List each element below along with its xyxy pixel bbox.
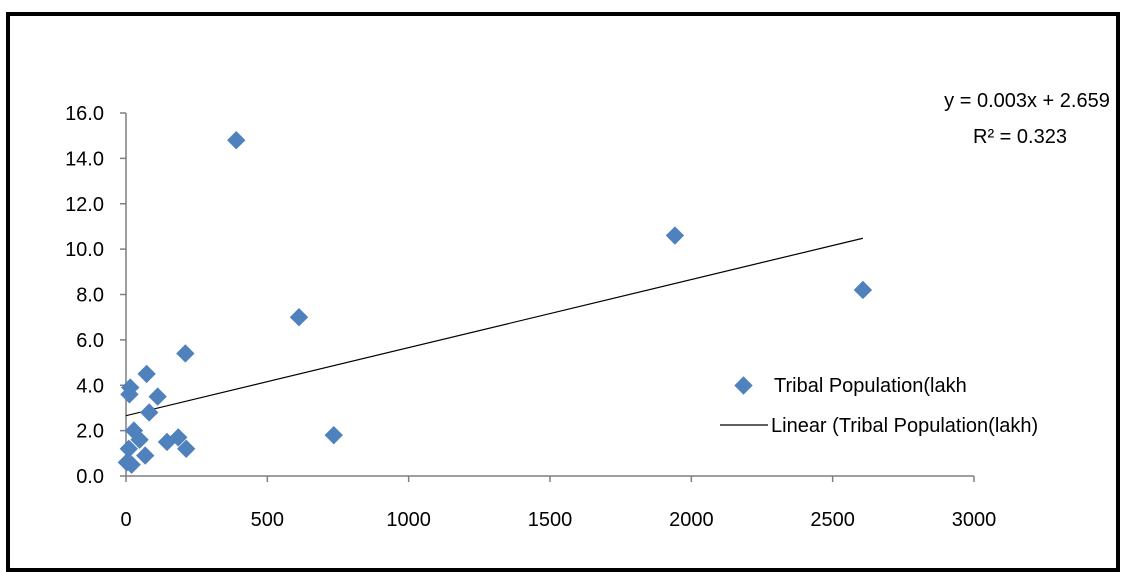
data-point: [136, 446, 155, 465]
data-point: [137, 364, 156, 384]
y-tick-label: 10.0: [65, 239, 104, 261]
y-ticks: 0.0 2.0 4.0 6.0 8.0 10.0 12.0 14.0 16.0: [65, 103, 126, 488]
y-tick-label: 0.0: [76, 466, 104, 488]
x-tick-label: 3000: [952, 509, 997, 531]
legend-label-series: Tribal Population(lakh: [774, 375, 967, 397]
data-points: [117, 131, 873, 474]
data-point: [227, 131, 246, 150]
legend-marker-series: [734, 376, 753, 395]
y-tick-label: 16.0: [65, 103, 104, 125]
x-tick-label: 1000: [386, 509, 431, 531]
data-point: [324, 425, 343, 445]
data-point: [665, 226, 685, 245]
data-point: [148, 387, 167, 406]
x-tick-label: 1500: [528, 509, 573, 531]
data-point: [177, 439, 196, 458]
data-point: [169, 428, 188, 447]
x-tick-label: 2000: [669, 509, 714, 531]
data-point: [176, 344, 195, 363]
y-tick-label: 14.0: [65, 148, 104, 170]
y-tick-label: 12.0: [65, 194, 104, 216]
legend-label-trendline: Linear (Tribal Population(lakh): [771, 415, 1038, 437]
data-point: [130, 430, 149, 449]
trendline-r-squared: R² = 0.323: [973, 126, 1067, 148]
scatter-chart: 0 500 1000 1500 2000 2500 3000 0.0 2.0 4.0 6.0 8.0…: [65, 90, 1110, 531]
y-tick-label: 8.0: [76, 285, 104, 307]
x-tick-label: 2500: [810, 509, 855, 531]
chart-frame: [6, 12, 1120, 572]
data-point: [139, 403, 159, 422]
y-tick-label: 6.0: [76, 330, 104, 352]
data-point: [122, 455, 141, 474]
data-point: [289, 307, 309, 327]
x-ticks: 0 500 1000 1500 2000 2500 3000: [120, 476, 996, 531]
x-tick-label: 0: [120, 509, 131, 531]
trendline-equation: y = 0.003x + 2.659: [944, 90, 1110, 112]
x-tick-label: 500: [251, 509, 284, 531]
y-tick-label: 2.0: [76, 421, 104, 443]
y-tick-label: 4.0: [76, 375, 104, 397]
data-point: [853, 280, 873, 300]
trendline: [125, 237, 864, 417]
legend: Tribal Population(lakh Linear (Tribal Po…: [720, 375, 1038, 437]
